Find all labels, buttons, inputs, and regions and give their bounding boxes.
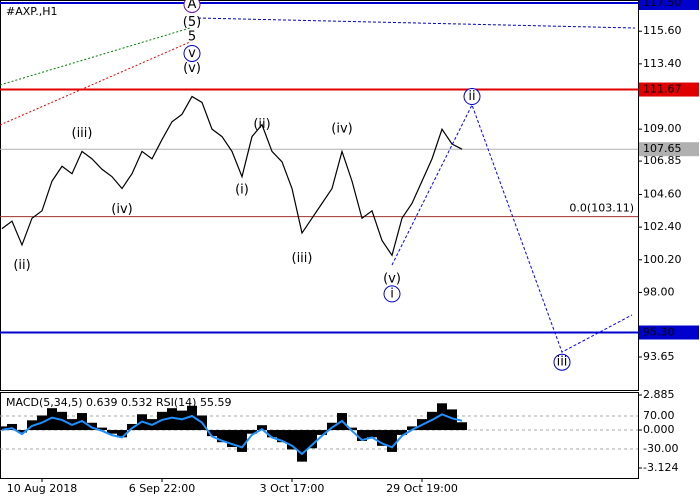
level-box: [639, 82, 699, 97]
y-tick-label: 102.40: [643, 220, 682, 233]
histogram-bar: [107, 430, 117, 434]
y-tick-label: 93.65: [643, 350, 675, 363]
price-line: [1, 95, 463, 257]
wave-label: (i): [235, 183, 249, 198]
wave-label: (iv): [111, 202, 132, 217]
histogram-bar: [437, 403, 447, 431]
wave-circle: [553, 353, 571, 371]
level-box: [639, 0, 699, 10]
wave-circle: [383, 285, 401, 303]
histogram-bar: [287, 430, 297, 450]
level-label: 107.65: [643, 142, 682, 155]
histogram-bar: [47, 408, 57, 431]
wave-label: (v): [183, 61, 201, 76]
wave-circle: [183, 44, 201, 62]
histogram-bar: [217, 430, 227, 443]
projection-line: [391, 103, 633, 353]
histogram-bar: [377, 430, 387, 446]
histogram-bar: [257, 425, 267, 431]
histogram-bar: [297, 430, 307, 462]
y-tick-label: -3.124: [643, 461, 678, 474]
x-tick-label: 29 Oct 19:00: [386, 482, 458, 495]
trend-line: [197, 17, 636, 29]
y-tick-label: 98.00: [643, 285, 675, 298]
wave-label: v: [188, 46, 196, 61]
y2-tick-label: 70.00: [643, 409, 675, 422]
histogram-bar: [177, 410, 187, 431]
histogram-bar: [167, 408, 177, 431]
histogram-bar: [357, 430, 367, 441]
histogram-bar: [97, 427, 107, 431]
histogram-bar: [397, 430, 407, 435]
wave-label: iii: [557, 355, 568, 370]
histogram-bar: [267, 430, 277, 438]
histogram-bar: [387, 430, 397, 452]
histogram-bar: [457, 422, 467, 431]
wave-label: (iv): [331, 122, 352, 137]
x-tick-label: 3 Oct 17:00: [260, 482, 325, 495]
histogram-bar: [207, 430, 217, 437]
level-label: 95.30: [643, 326, 675, 339]
wave-label: (ii): [13, 258, 30, 273]
histogram-bar: [117, 430, 127, 438]
histogram-bar: [307, 430, 317, 449]
wave-label: 5: [188, 30, 196, 45]
wave-label: (ii): [253, 117, 270, 132]
wave-label: A: [188, 0, 197, 12]
y-tick-label: 106.85: [643, 154, 682, 167]
histogram-bar: [7, 423, 17, 431]
histogram-bar: [347, 427, 357, 431]
histogram-bar: [227, 430, 237, 448]
wave-label: ii: [468, 89, 475, 104]
rsi-line: [1, 413, 463, 456]
level-label: 117.50: [643, 0, 682, 9]
wave-label: (5): [183, 15, 201, 30]
histogram-bar: [407, 426, 417, 431]
chart-title: #AXP.,H1: [6, 5, 57, 18]
y-tick-label: 113.40: [643, 57, 682, 70]
indicator-panel: [0, 392, 639, 479]
histogram-bar: [277, 430, 287, 443]
wave-circle: [463, 88, 481, 106]
trend-line: [0, 41, 191, 126]
wave-label: (iii): [72, 126, 93, 141]
level-label: 111.67: [643, 83, 682, 96]
wave-label: i: [390, 286, 394, 301]
y-tick-label: 0.000: [643, 423, 675, 436]
histogram-bar: [447, 409, 457, 431]
histogram-bar: [367, 430, 377, 438]
indicator-title: MACD(5,34,5) 0.639 0.532 RSI(14) 55.59: [6, 396, 231, 409]
wave-label: (v): [383, 272, 401, 287]
histogram-bar: [317, 430, 327, 435]
level-label: 0.0(103.11): [569, 202, 634, 215]
histogram-bar: [237, 430, 247, 452]
level-box: [639, 325, 699, 340]
histogram-bar: [247, 430, 257, 434]
wave-label: (iii): [292, 251, 313, 266]
histogram-bar: [17, 430, 27, 433]
y-tick-label: 109.00: [643, 122, 682, 135]
y-tick-label: 2.885: [643, 388, 675, 401]
main-panel: [0, 0, 639, 391]
wave-circle: [183, 0, 201, 13]
y-tick-label: 115.60: [643, 24, 682, 37]
x-tick-label: 6 Sep 22:00: [129, 482, 195, 495]
level-box: [639, 142, 699, 157]
trend-line: [0, 27, 191, 86]
x-tick-label: 10 Aug 2018: [7, 482, 77, 495]
y-tick-label: 104.60: [643, 187, 682, 200]
histogram-bar: [0, 426, 7, 431]
y-tick-label: 100.20: [643, 253, 682, 266]
y2-tick-label: -30.00: [643, 442, 678, 455]
histogram-bar: [187, 405, 197, 431]
